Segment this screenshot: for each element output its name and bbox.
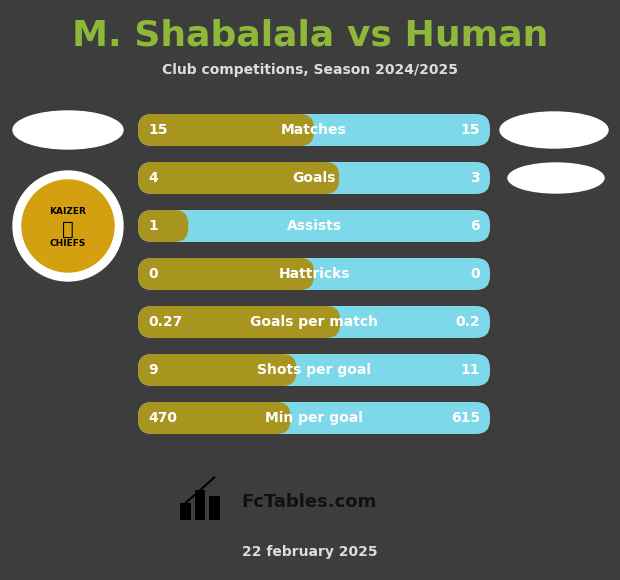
Circle shape [13,171,123,281]
Ellipse shape [13,111,123,149]
FancyBboxPatch shape [138,306,340,338]
Text: 9: 9 [148,363,157,377]
FancyBboxPatch shape [138,162,339,194]
FancyBboxPatch shape [138,114,314,146]
Bar [195,491,205,520]
Text: 3: 3 [471,171,480,185]
Text: Shots per goal: Shots per goal [257,363,371,377]
FancyBboxPatch shape [138,258,490,290]
FancyBboxPatch shape [138,402,291,434]
Ellipse shape [508,163,604,193]
Text: Min per goal: Min per goal [265,411,363,425]
Circle shape [22,180,114,272]
Bar [209,496,219,520]
Text: Goals per match: Goals per match [250,315,378,329]
FancyBboxPatch shape [138,210,188,242]
Text: 615: 615 [451,411,480,425]
Text: 11: 11 [461,363,480,377]
Text: 1: 1 [148,219,157,233]
Text: M. Shabalala vs Human: M. Shabalala vs Human [72,18,548,52]
Text: Goals: Goals [292,171,335,185]
Text: 0.27: 0.27 [148,315,182,329]
Text: Assists: Assists [286,219,342,233]
FancyBboxPatch shape [138,306,490,338]
Text: Club competitions, Season 2024/2025: Club competitions, Season 2024/2025 [162,63,458,77]
FancyBboxPatch shape [138,210,490,242]
Text: Matches: Matches [281,123,347,137]
Text: 4: 4 [148,171,157,185]
Text: 0: 0 [471,267,480,281]
FancyBboxPatch shape [138,402,490,434]
Ellipse shape [500,112,608,148]
Text: CHIEFS: CHIEFS [50,240,86,248]
Text: 15: 15 [148,123,167,137]
Text: 6: 6 [471,219,480,233]
Text: 22 february 2025: 22 february 2025 [242,545,378,559]
Text: 15: 15 [461,123,480,137]
FancyBboxPatch shape [138,162,490,194]
FancyBboxPatch shape [138,354,296,386]
FancyBboxPatch shape [138,258,314,290]
Text: 470: 470 [148,411,177,425]
Text: FcTables.com: FcTables.com [241,493,376,511]
Text: 🏹: 🏹 [62,219,74,238]
Bar [180,503,191,520]
FancyBboxPatch shape [138,354,490,386]
Text: Hattricks: Hattricks [278,267,350,281]
Text: KAIZER: KAIZER [50,208,86,216]
Text: 0.2: 0.2 [455,315,480,329]
Text: 0: 0 [148,267,157,281]
FancyBboxPatch shape [138,114,490,146]
